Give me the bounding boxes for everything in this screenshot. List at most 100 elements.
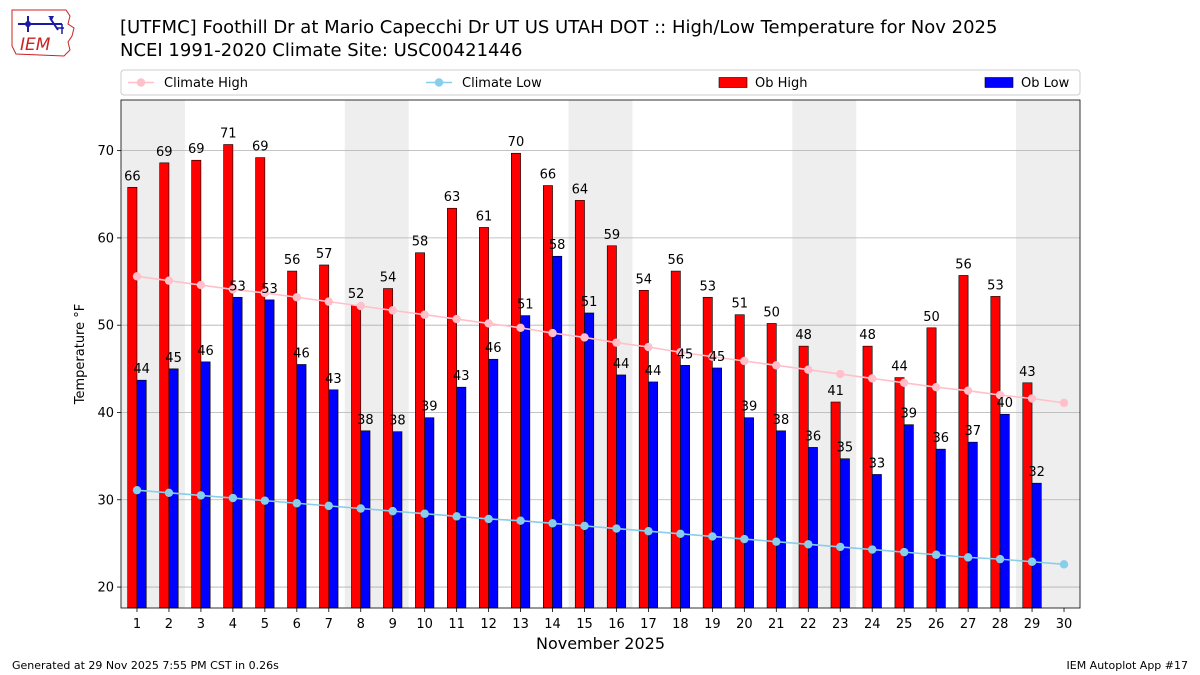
ob-low-value-label: 45 [709, 350, 726, 365]
ob-high-value-label: 66 [540, 168, 557, 183]
climate-high-point [164, 276, 174, 285]
climate-high-point [132, 272, 142, 281]
ob-high-value-label: 58 [412, 235, 429, 250]
ob-low-value-label: 39 [741, 400, 758, 415]
x-tick-label: 24 [864, 617, 881, 632]
x-tick-label: 30 [1056, 617, 1073, 632]
x-tick-label: 22 [800, 617, 817, 632]
ob-low-value-label: 38 [389, 414, 406, 429]
ob-high-bar [223, 144, 234, 609]
y-tick-label-20: 20 [97, 581, 114, 596]
climate-low-point [836, 542, 845, 552]
climate-low-point [484, 514, 493, 524]
ob-high-bar [670, 270, 681, 609]
plot-frame [120, 99, 1081, 609]
ob-high-value-label: 48 [859, 328, 876, 343]
x-tick-label: 29 [1024, 617, 1041, 632]
x-tick-label: 23 [832, 617, 849, 632]
legend-box [120, 69, 1081, 96]
ob-low-bar [903, 424, 914, 609]
ob-high-value-label: 57 [316, 247, 333, 262]
ob-low-bar [520, 315, 531, 609]
climate-low-line [136, 489, 1065, 566]
x-tick-label: 18 [672, 617, 689, 632]
legend-swatch-ob-high [718, 77, 748, 88]
ob-high-value-label: 64 [572, 182, 589, 197]
climate-low-point [196, 491, 206, 500]
ob-high-value-label: 69 [156, 145, 173, 160]
climate-low-point [740, 534, 749, 544]
ob-low-value-label: 53 [229, 279, 246, 294]
climate-high-point [260, 288, 270, 298]
ob-low-value-label: 39 [421, 400, 438, 415]
climate-high-point [644, 342, 653, 352]
climate-low-point [420, 509, 429, 518]
ob-high-bar [479, 227, 489, 609]
ob-low-value-label: 37 [964, 424, 981, 439]
x-tick-label: 13 [512, 617, 529, 632]
ob-low-value-label: 46 [293, 346, 310, 361]
ob-high-bar [255, 157, 266, 609]
climate-high-point [548, 328, 557, 338]
climate-low-point [516, 516, 525, 525]
x-tick-label: 7 [325, 617, 333, 632]
ob-high-bar [926, 327, 937, 609]
climate-low-point [708, 532, 717, 541]
x-tick-label: 28 [992, 617, 1009, 632]
y-tick-label-60: 60 [97, 231, 114, 246]
app-credit: IEM Autoplot App #17 [1066, 659, 1189, 672]
climate-high-point [420, 310, 429, 319]
ob-low-bar [616, 374, 627, 609]
ob-low-value-label: 51 [581, 295, 598, 310]
climate-high-point [804, 365, 813, 374]
y-tick-label-70: 70 [97, 144, 114, 159]
x-tick-label: 3 [197, 617, 205, 632]
climate-high-point [963, 386, 973, 395]
legend-label-ob-high: Ob High [755, 76, 808, 91]
ob-low-value-label: 53 [261, 282, 278, 297]
climate-high-point [1027, 394, 1037, 403]
x-tick-label: 10 [416, 617, 433, 632]
y-axis-label: Temperature °F [73, 304, 88, 405]
ob-high-value-label: 50 [763, 305, 780, 320]
climate-high-point [1059, 398, 1069, 408]
x-tick-label: 25 [896, 617, 913, 632]
ob-high-value-label: 59 [604, 228, 621, 243]
ob-low-bar [200, 361, 211, 609]
ob-low-value-label: 43 [453, 369, 470, 384]
climate-high-point [452, 314, 461, 324]
ob-low-bar [967, 441, 978, 609]
ob-low-value-label: 36 [933, 431, 950, 446]
climate-low-point [772, 537, 781, 546]
ob-high-value-label: 61 [476, 209, 493, 224]
ob-low-value-label: 51 [517, 298, 534, 313]
climate-high-point [740, 356, 749, 366]
ob-high-bar [287, 270, 298, 609]
ob-low-value-label: 43 [325, 372, 342, 387]
ob-low-bar [584, 312, 595, 609]
legend-label-ob-low: Ob Low [1021, 76, 1070, 91]
ob-low-value-label: 35 [837, 441, 854, 456]
ob-high-bar [511, 152, 521, 609]
chart-title-line1: [UTFMC] Foothill Dr at Mario Capecchi Dr… [120, 17, 998, 38]
ob-high-value-label: 63 [444, 190, 461, 205]
ob-low-bar [999, 413, 1010, 609]
ob-high-bar [351, 304, 362, 609]
ob-high-value-label: 50 [923, 310, 940, 325]
climate-high-point [931, 382, 941, 392]
ob-high-value-label: 52 [348, 287, 365, 302]
climate-high-point [388, 306, 397, 315]
ob-high-bar [798, 345, 809, 609]
x-tick-label: 5 [261, 617, 269, 632]
x-tick-label: 14 [544, 617, 561, 632]
ob-high-value-label: 56 [955, 257, 972, 272]
x-tick-label: 9 [389, 617, 397, 632]
climate-high-point [899, 378, 909, 388]
ob-low-bar [807, 447, 818, 609]
climate-low-point [388, 506, 397, 516]
ob-low-bar [744, 417, 754, 609]
x-axis-label: November 2025 [536, 634, 665, 653]
ob-high-bar [702, 296, 713, 609]
x-tick-label: 11 [448, 617, 465, 632]
x-tick-label: 8 [357, 617, 365, 632]
